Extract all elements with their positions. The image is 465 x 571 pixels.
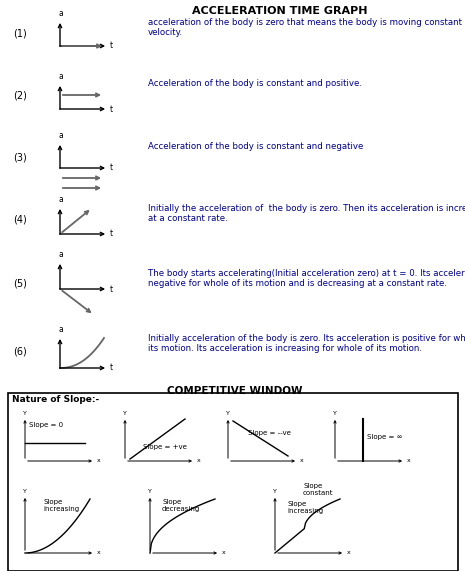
Text: Y: Y <box>23 489 27 494</box>
Text: Y: Y <box>333 411 337 416</box>
Text: Acceleration of the body is constant and positive.: Acceleration of the body is constant and… <box>148 79 362 88</box>
Text: a: a <box>59 9 63 18</box>
Text: t: t <box>110 364 113 372</box>
Text: (3): (3) <box>13 153 27 163</box>
Text: (4): (4) <box>13 215 27 225</box>
Text: x: x <box>97 550 101 556</box>
Text: The body starts accelerating(Initial acceleration zero) at t = 0. Its accelerati: The body starts accelerating(Initial acc… <box>148 269 465 288</box>
Text: (2): (2) <box>13 90 27 100</box>
Text: Slope = +ve: Slope = +ve <box>143 444 187 450</box>
Text: Slope
constant: Slope constant <box>303 483 333 496</box>
Text: Slope
decreasing: Slope decreasing <box>162 499 200 512</box>
Text: Slope
increasing: Slope increasing <box>287 501 323 514</box>
Text: t: t <box>110 230 113 239</box>
Text: Initially acceleration of the body is zero. Its acceleration is positive for who: Initially acceleration of the body is ze… <box>148 334 465 353</box>
Text: x: x <box>97 459 101 464</box>
Text: x: x <box>347 550 351 556</box>
Text: t: t <box>110 42 113 50</box>
Text: a: a <box>59 131 63 140</box>
Text: a: a <box>59 195 63 204</box>
Text: (5): (5) <box>13 278 27 288</box>
Text: Slope = ∞: Slope = ∞ <box>367 434 403 440</box>
Text: Slope
increasing: Slope increasing <box>43 499 79 512</box>
Text: Acceleration of the body is constant and negative: Acceleration of the body is constant and… <box>148 142 363 151</box>
Bar <box>8 393 458 571</box>
Text: Y: Y <box>23 411 27 416</box>
Text: a: a <box>59 250 63 259</box>
Text: a: a <box>59 72 63 81</box>
Text: x: x <box>300 459 304 464</box>
Text: x: x <box>222 550 226 556</box>
Text: x: x <box>407 459 411 464</box>
Text: Y: Y <box>226 411 230 416</box>
Text: (1): (1) <box>13 29 27 39</box>
Text: COMPETITIVE WINDOW: COMPETITIVE WINDOW <box>167 386 303 396</box>
Text: acceleration of the body is zero that means the body is moving constant velocity: acceleration of the body is zero that me… <box>148 18 462 37</box>
Text: (6): (6) <box>13 347 27 357</box>
Text: Slope = 0: Slope = 0 <box>29 422 63 428</box>
Text: a: a <box>59 325 63 334</box>
Text: t: t <box>110 163 113 172</box>
Text: t: t <box>110 104 113 114</box>
Text: Nature of Slope:-: Nature of Slope:- <box>12 395 99 404</box>
Text: x: x <box>197 459 201 464</box>
Text: ACCELERATION TIME GRAPH: ACCELERATION TIME GRAPH <box>192 6 368 16</box>
Text: t: t <box>110 284 113 293</box>
Text: Slope = --ve: Slope = --ve <box>248 430 291 436</box>
Text: Y: Y <box>273 489 277 494</box>
Text: Y: Y <box>123 411 127 416</box>
Text: Initially the acceleration of  the body is zero. Then its acceleration is increa: Initially the acceleration of the body i… <box>148 204 465 223</box>
Text: Y: Y <box>148 489 152 494</box>
